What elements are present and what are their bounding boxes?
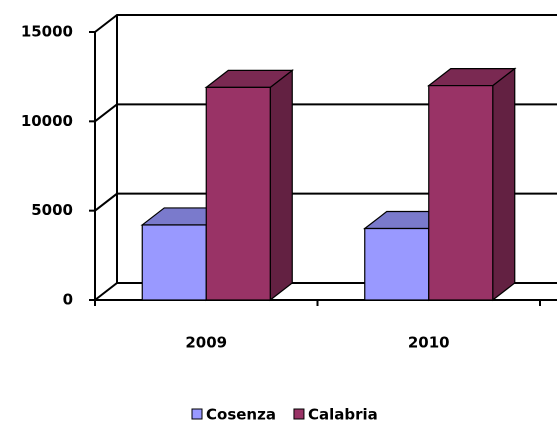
y-tick-label: 10000 [21,112,73,130]
x-tick-label: 2010 [408,334,450,352]
legend-label: Cosenza [206,406,276,424]
bar-side [492,67,516,302]
bar [141,224,207,301]
legend-label: Calabria [308,406,378,424]
grid-line [94,103,557,123]
y-tick-label: 5000 [31,201,73,219]
grid-line [94,192,557,212]
legend-swatch [293,408,305,420]
y-tick-label: 15000 [21,23,73,41]
legend-swatch [191,408,203,420]
bar [428,84,494,301]
bar [364,227,430,301]
x-tick-label: 2009 [185,334,227,352]
bar [205,86,271,301]
bar-side [269,69,293,302]
y-tick-label: 0 [63,291,73,309]
grid-line [94,14,557,33]
